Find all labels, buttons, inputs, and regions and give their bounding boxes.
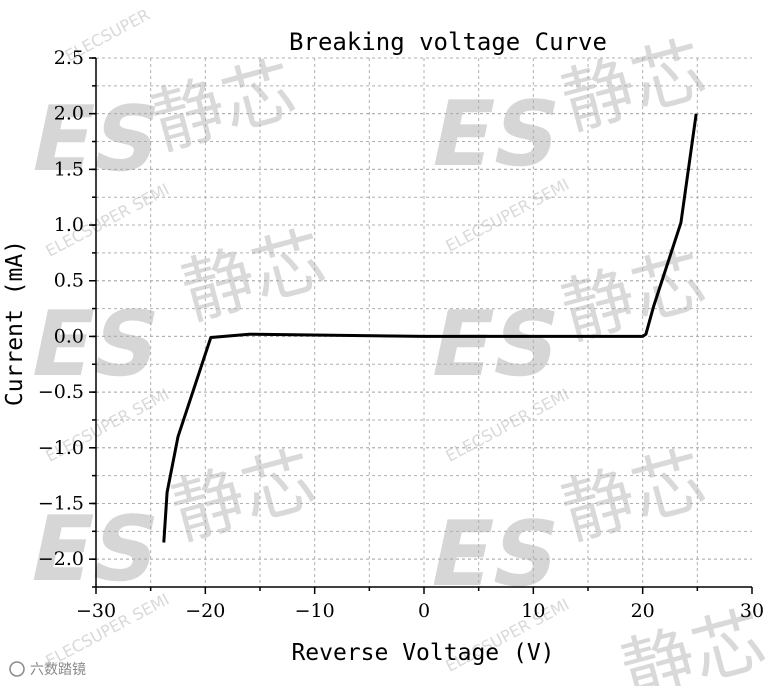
- chart-title: Breaking voltage Curve: [289, 28, 607, 56]
- watermark-logo: ES: [421, 293, 569, 397]
- x-tick-label: 20: [631, 600, 655, 622]
- watermark-cjk: 静芯: [163, 437, 324, 555]
- series-line: [162, 113, 698, 543]
- x-axis-label: Reverse Voltage (V): [291, 640, 554, 666]
- x-tick-label: −10: [295, 600, 335, 622]
- watermark-brand: ELECSUPER SEMI: [443, 385, 573, 466]
- y-tick-label: −2.0: [38, 548, 84, 570]
- y-tick-label: 1.5: [54, 158, 84, 180]
- y-tick-label: 1.0: [54, 214, 84, 236]
- y-tick-labels: 2.5 2.0 1.5 1.0 0.5 0.0 −0.5 −1.0 −1.5 −2.0: [38, 47, 84, 570]
- watermark-logo: ES: [21, 498, 169, 602]
- y-tick-label: −0.5: [38, 381, 84, 403]
- footer-logo-icon: [9, 661, 25, 677]
- x-tick-label: −20: [185, 600, 225, 622]
- footer-mark: 六数踏镜: [9, 661, 86, 678]
- y-tick-label: 2.0: [54, 103, 84, 125]
- y-tick-label: −1.5: [38, 492, 84, 514]
- watermark-cjk: 静芯: [173, 217, 334, 335]
- x-tick-labels: −30 −20 −10 0 10 20 30: [76, 600, 764, 622]
- y-tick-label: 2.5: [54, 47, 84, 69]
- watermark-cjk: 静芯: [553, 437, 714, 555]
- x-tick-label: 0: [418, 600, 430, 622]
- watermark-brand: ELECSUPER SEMI: [443, 175, 573, 256]
- y-tick-label: 0.5: [54, 270, 84, 292]
- y-axis-label: Current (mA): [2, 240, 28, 406]
- watermark-logo: ES: [421, 503, 569, 607]
- x-tick-label: −30: [76, 600, 116, 622]
- x-tick-label: 10: [521, 600, 545, 622]
- y-tick-label: −1.0: [38, 437, 84, 459]
- axes-layer: [89, 57, 753, 594]
- watermark-cjk: 静芯: [143, 47, 304, 165]
- x-tick-label: 30: [740, 600, 764, 622]
- series-layer: [162, 113, 698, 543]
- watermark-logo: ES: [422, 83, 570, 187]
- footer-mark-text: 六数踏镜: [30, 662, 86, 678]
- y-tick-label: 0.0: [54, 325, 84, 347]
